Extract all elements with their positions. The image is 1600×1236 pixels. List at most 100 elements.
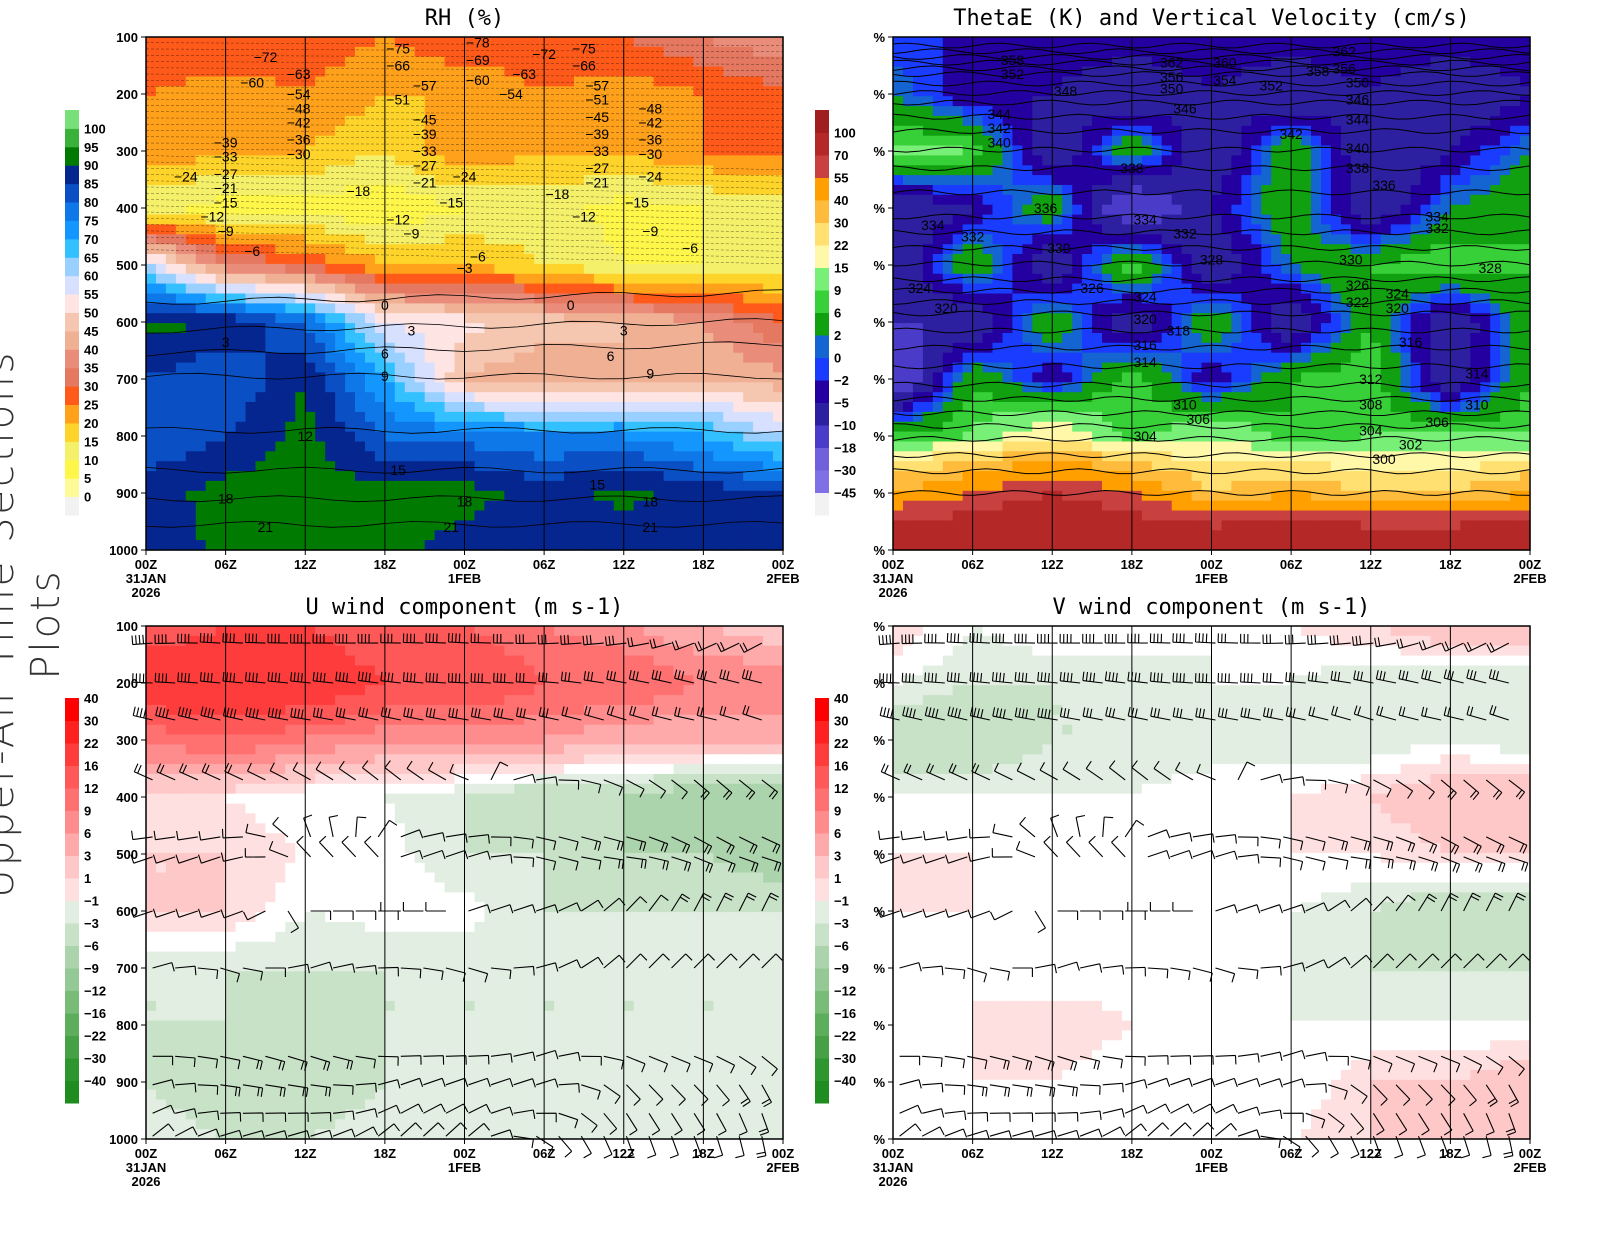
field-cell bbox=[175, 234, 187, 245]
field-cell bbox=[514, 510, 525, 521]
field-cell bbox=[275, 106, 286, 117]
field-cell bbox=[185, 254, 197, 265]
field-cell bbox=[295, 96, 306, 107]
field-cell bbox=[564, 530, 575, 541]
field-cell bbox=[355, 461, 366, 472]
field-cell bbox=[713, 530, 724, 541]
field-cell bbox=[1470, 234, 1481, 245]
field-cell bbox=[733, 411, 744, 423]
field-cell bbox=[444, 362, 456, 374]
field-cell bbox=[165, 323, 177, 334]
field-cell bbox=[723, 115, 734, 127]
field-cell bbox=[583, 254, 595, 265]
field-cell bbox=[345, 333, 356, 344]
field-cell bbox=[345, 352, 356, 364]
field-cell bbox=[275, 313, 286, 324]
field-cell bbox=[544, 402, 555, 413]
field-cell bbox=[345, 254, 356, 265]
temperature-contour bbox=[145, 318, 784, 334]
field-cell bbox=[394, 263, 406, 275]
field-cell bbox=[1032, 175, 1043, 186]
field-cell bbox=[414, 540, 426, 551]
field-cell bbox=[355, 96, 366, 107]
field-cell bbox=[265, 480, 276, 492]
field-cell bbox=[275, 461, 286, 472]
field-cell bbox=[345, 323, 356, 334]
field-cell bbox=[355, 125, 366, 137]
field-cell bbox=[414, 402, 426, 413]
field-cell bbox=[763, 333, 774, 344]
field-cell bbox=[275, 115, 286, 127]
field-cell bbox=[623, 303, 635, 314]
field-cell bbox=[315, 254, 326, 265]
field-cell bbox=[1191, 46, 1203, 58]
field-cell bbox=[613, 293, 625, 304]
field-cell bbox=[1012, 175, 1023, 186]
field-cell bbox=[414, 115, 426, 127]
field-cell bbox=[564, 96, 575, 107]
field-cell bbox=[1510, 125, 1521, 137]
field-cell bbox=[434, 244, 446, 255]
field-cell bbox=[1321, 37, 1332, 48]
field-cell bbox=[1430, 125, 1442, 137]
field-cell bbox=[454, 333, 466, 344]
field-cell bbox=[693, 431, 704, 443]
field-cell bbox=[1161, 175, 1173, 186]
field-cell bbox=[713, 125, 724, 137]
field-cell bbox=[365, 303, 376, 314]
field-cell bbox=[564, 204, 575, 216]
field-cell bbox=[434, 480, 446, 492]
field-cell bbox=[185, 234, 197, 245]
field-cell bbox=[494, 273, 505, 285]
field-cell bbox=[952, 106, 964, 117]
field-cell bbox=[574, 451, 585, 462]
field-cell bbox=[305, 106, 316, 117]
field-cell bbox=[384, 145, 396, 156]
field-cell bbox=[593, 333, 605, 344]
field-cell bbox=[454, 263, 466, 275]
field-cell bbox=[524, 155, 535, 166]
field-cell bbox=[444, 540, 456, 551]
field-cell bbox=[165, 185, 177, 196]
field-cell bbox=[593, 76, 605, 87]
contour-label: −33 bbox=[214, 149, 238, 165]
field-cell bbox=[992, 155, 1004, 166]
field-cell bbox=[1032, 66, 1043, 78]
field-cell bbox=[514, 283, 525, 295]
field-cell bbox=[374, 490, 386, 502]
field-cell bbox=[544, 372, 555, 383]
field-cell bbox=[763, 204, 774, 216]
contour-label: −72 bbox=[532, 46, 556, 62]
field-cell bbox=[1072, 204, 1083, 216]
field-cell bbox=[265, 461, 276, 472]
field-cell bbox=[1480, 194, 1491, 206]
field-cell bbox=[1440, 96, 1451, 107]
field-cell bbox=[315, 214, 326, 226]
field-cell bbox=[285, 125, 296, 137]
field-cell bbox=[255, 283, 267, 295]
field-cell bbox=[574, 135, 585, 147]
field-cell bbox=[972, 204, 984, 216]
field-cell bbox=[484, 96, 495, 107]
field-cell bbox=[374, 323, 386, 334]
field-cell bbox=[1171, 214, 1183, 226]
field-cell bbox=[653, 441, 665, 452]
field-cell bbox=[285, 244, 296, 255]
field-cell bbox=[285, 480, 296, 492]
field-cell bbox=[663, 283, 675, 295]
field-cell bbox=[574, 244, 585, 255]
field-cell bbox=[484, 234, 495, 245]
field-cell bbox=[603, 293, 615, 304]
field-cell bbox=[514, 86, 525, 97]
field-cell bbox=[374, 46, 386, 58]
field-cell bbox=[474, 421, 486, 433]
field-cell bbox=[1221, 135, 1233, 147]
field-cell bbox=[524, 480, 535, 492]
colorbar-label: 30 bbox=[84, 379, 98, 394]
colorbar-swatch bbox=[65, 128, 79, 148]
field-cell bbox=[574, 323, 585, 334]
field-cell bbox=[1321, 175, 1332, 186]
field-cell bbox=[693, 224, 704, 235]
field-cell bbox=[932, 194, 944, 206]
field-cell bbox=[345, 106, 356, 117]
